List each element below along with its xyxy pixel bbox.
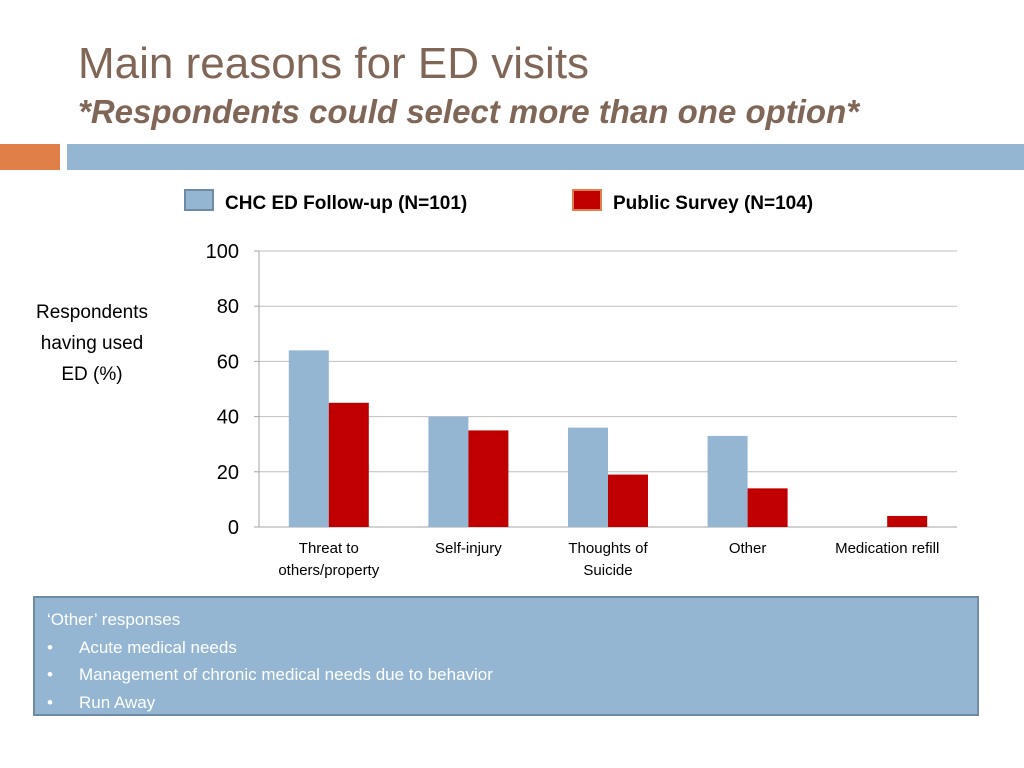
x-tick-label: Thoughts of [568, 540, 648, 557]
x-tick-label: Self-injury [435, 540, 502, 557]
legend-label: CHC ED Follow-up (N=101) [225, 193, 467, 214]
slide-subtitle: *Respondents could select more than one … [78, 93, 860, 130]
notes-item: • Acute medical needs [47, 634, 965, 662]
y-axis-label: Respondents [36, 302, 148, 323]
bar [568, 427, 608, 527]
bar [608, 474, 648, 527]
y-axis-label: ED (%) [61, 364, 122, 385]
accent-bar-blue [67, 144, 1024, 170]
y-tick-label: 60 [217, 351, 239, 373]
bar-chart: CHC ED Follow-up (N=101) Public Survey (N… [36, 189, 957, 579]
notes-item-text: Acute medical needs [79, 637, 237, 657]
notes-item: • Run Away [47, 689, 965, 717]
legend-swatch [572, 189, 602, 211]
y-tick-label: 0 [228, 517, 239, 539]
y-tick-label: 20 [217, 462, 239, 484]
x-tick-label: Other [729, 540, 767, 557]
bullet-icon: • [47, 637, 53, 657]
y-tick-label: 40 [217, 407, 239, 429]
accent-bar-orange [0, 144, 60, 170]
bar [288, 350, 329, 527]
legend-swatch [184, 189, 214, 211]
notes-item-text: Run Away [79, 692, 156, 712]
slide-title: Main reasons for ED visits [78, 39, 590, 88]
y-axis-label: having used [41, 333, 143, 354]
bar [468, 430, 509, 527]
x-tick-label: others/property [278, 562, 379, 579]
legend-label: Public Survey (N=104) [613, 193, 813, 214]
notes-item: • Management of chronic medical needs due… [47, 661, 965, 689]
x-tick-label: Medication refill [835, 540, 939, 557]
bullet-icon: • [47, 665, 53, 684]
notes-heading: ‘Other’ responses [47, 610, 181, 629]
bullet-icon: • [47, 692, 53, 712]
bar [887, 515, 928, 527]
notes-list: • Acute medical needs • Management of chro… [47, 634, 965, 717]
bar [428, 416, 469, 527]
y-tick-label: 100 [206, 241, 239, 263]
x-tick-label: Threat to [299, 540, 359, 557]
other-responses-box: ‘Other’ responses • Acute medical needs •… [33, 596, 979, 716]
bar [328, 402, 369, 527]
y-tick-label: 80 [217, 296, 239, 318]
bar [707, 435, 748, 527]
notes-item-text: Management of chronic medical needs due … [79, 665, 493, 684]
x-tick-label: Suicide [583, 562, 632, 579]
bar [747, 488, 788, 527]
